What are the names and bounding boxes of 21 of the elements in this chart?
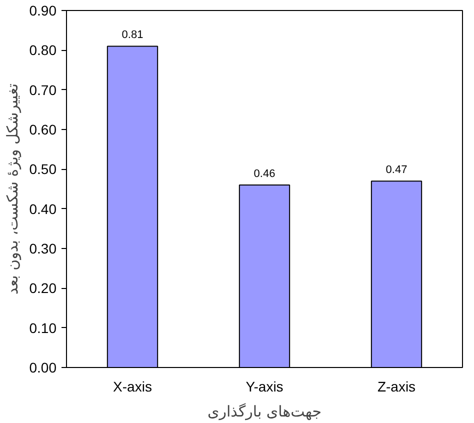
y-tick-label: 0.10 <box>29 320 57 336</box>
y-axis-title: تغییرشکل ویژهٔ شکست، بدون بعد <box>3 84 22 294</box>
y-tick-label: 0.20 <box>29 280 57 296</box>
x-axis-title: جهت‌های بارگذاری <box>207 402 322 420</box>
x-tick-label: Y-axis <box>246 378 284 394</box>
y-tick-label: 0.60 <box>29 122 57 138</box>
y-tick-label: 0.00 <box>29 360 57 376</box>
y-tick-label: 0.80 <box>29 42 57 58</box>
y-tick-label: 0.70 <box>29 82 57 98</box>
data-label: 0.81 <box>122 29 144 42</box>
x-tick-label: X-axis <box>113 378 152 394</box>
bar <box>238 184 290 368</box>
y-tick-label: 0.40 <box>29 200 57 217</box>
y-tick-label: 0.30 <box>29 240 57 256</box>
x-tick-label: Z-axis <box>377 378 416 394</box>
y-tick-label: 0.90 <box>29 2 57 18</box>
bar <box>370 180 422 368</box>
y-tick-label: 0.50 <box>29 161 57 178</box>
data-label: 0.47 <box>386 164 408 176</box>
bar <box>106 46 158 368</box>
data-label: 0.46 <box>254 168 276 180</box>
